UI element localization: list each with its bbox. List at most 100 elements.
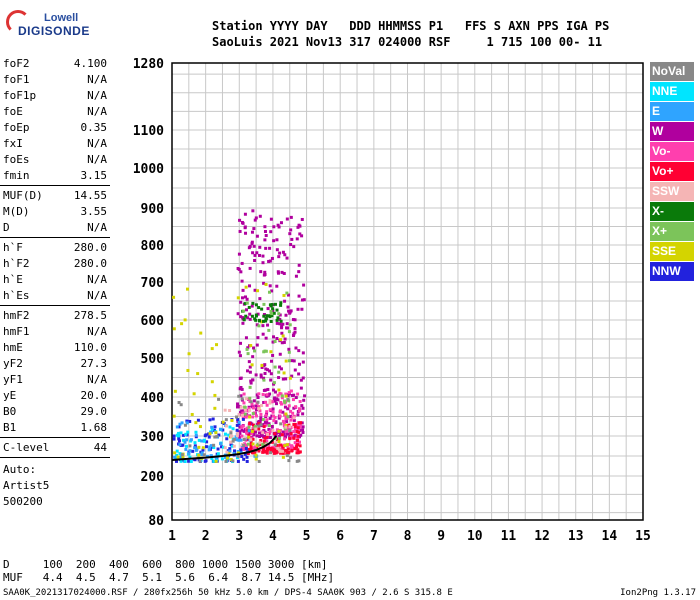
echo-point [229, 440, 233, 444]
echo-point [251, 442, 255, 446]
echo-point [251, 378, 255, 382]
echo-point [281, 322, 285, 326]
echo-point [284, 429, 288, 433]
echo-point [258, 214, 262, 218]
echo-point [284, 423, 288, 427]
param-name: D [3, 221, 10, 234]
echo-point [270, 312, 274, 316]
echo-point [254, 453, 258, 457]
echo-point [233, 449, 237, 453]
echo-point [188, 449, 192, 453]
echo-point [255, 343, 259, 347]
echo-point [263, 371, 267, 375]
echo-point [256, 312, 260, 316]
param-row: B1 1.68 [3, 420, 107, 436]
param-name: h`E [3, 273, 23, 286]
echo-point [235, 423, 239, 427]
echo-point [223, 408, 227, 412]
echo-point [218, 427, 222, 431]
echo-point [251, 355, 255, 359]
echo-point [257, 405, 261, 409]
echo-point [238, 229, 242, 233]
echo-point [296, 225, 300, 229]
echo-point [254, 427, 258, 431]
echo-point [271, 414, 275, 418]
echo-point [301, 428, 305, 432]
echo-point [241, 417, 245, 421]
echo-point [272, 239, 276, 243]
echo-point [279, 392, 283, 396]
echo-point [243, 452, 247, 456]
echo-point [185, 419, 189, 423]
echo-point [268, 399, 272, 403]
echo-point [193, 446, 197, 450]
echo-point [267, 259, 271, 263]
echo-point [239, 438, 243, 442]
echo-point [272, 335, 276, 339]
echo-point [248, 396, 252, 400]
echo-point [255, 423, 259, 427]
echo-point [274, 402, 278, 406]
param-name: foF1 [3, 73, 30, 86]
echo-point [285, 217, 289, 221]
echo-point [272, 225, 276, 229]
param-row: M(D) 3.55 [3, 204, 107, 220]
echo-point [283, 253, 287, 257]
echo-point [246, 442, 250, 446]
echo-point [248, 312, 252, 316]
echo-point [291, 398, 295, 402]
echo-point [213, 435, 217, 439]
echo-point [181, 438, 185, 442]
echo-point [269, 350, 273, 354]
echo-point [232, 444, 236, 448]
echo-point [289, 243, 293, 247]
echo-point [240, 261, 244, 265]
echo-point [207, 435, 211, 439]
echo-point [248, 365, 252, 369]
echo-point [288, 310, 292, 314]
echo-point [257, 449, 261, 453]
echo-point [246, 346, 250, 350]
echo-point [250, 432, 254, 436]
echo-point [252, 227, 256, 231]
file-info: SAA0K_2021317024000.RSF / 280fx256h 50 k… [3, 588, 453, 598]
echo-point [275, 337, 279, 341]
echo-point [239, 300, 243, 304]
echo-point [278, 414, 282, 418]
echo-point [236, 432, 240, 436]
echo-point [286, 407, 290, 411]
echo-point [278, 352, 282, 356]
echo-point [230, 434, 234, 438]
echo-point [239, 448, 243, 452]
echo-point [224, 424, 228, 428]
echo-point [271, 307, 275, 311]
echo-point [236, 267, 240, 271]
echo-point [286, 326, 290, 330]
echo-point [261, 431, 265, 435]
param-name: B1 [3, 421, 17, 434]
echo-point [301, 360, 305, 364]
echo-point [177, 425, 181, 429]
echo-point [262, 378, 266, 382]
echo-point [289, 228, 293, 232]
echo-point [301, 406, 305, 410]
echo-point [281, 250, 285, 254]
echo-point [266, 432, 270, 436]
echo-point [271, 410, 275, 414]
echo-point [283, 437, 287, 441]
param-row: fmin 3.15 [3, 168, 107, 184]
param-name: fxI [3, 137, 23, 150]
echo-point [271, 429, 275, 433]
echo-point [280, 394, 284, 398]
echo-point [258, 297, 262, 301]
echo-point [235, 434, 239, 438]
param-name: hmE [3, 341, 23, 354]
echo-point [228, 449, 232, 453]
legend-item: SSE [650, 242, 694, 261]
echo-point [239, 394, 243, 398]
echo-point [286, 432, 290, 436]
param-value: N/A [87, 153, 107, 166]
echo-point [259, 439, 263, 443]
echo-point [251, 447, 255, 451]
echo-point [300, 421, 304, 425]
